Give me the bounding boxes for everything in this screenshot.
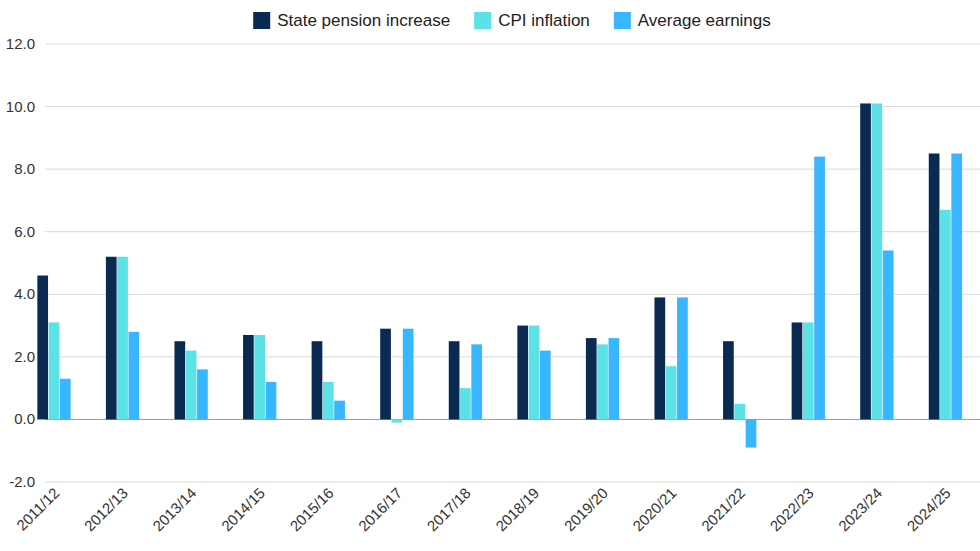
bars: [37, 103, 962, 447]
bar: [403, 329, 414, 420]
bar: [871, 103, 882, 419]
x-tick-label: 2013/14: [149, 484, 199, 534]
legend: State pension increase CPI inflation Avera…: [253, 11, 771, 30]
series: [60, 154, 962, 448]
x-tick-label: 2018/19: [492, 484, 542, 534]
y-tick-label: 4.0: [14, 285, 35, 302]
bar: [174, 341, 185, 419]
bar: [666, 366, 677, 419]
y-axis: -2.0 0.0 2.0 4.0 6.0 8.0 10.0 12.0: [6, 35, 35, 490]
bar: [266, 382, 277, 420]
bar: [186, 351, 197, 420]
y-tick-label: 2.0: [14, 348, 35, 365]
bar: [517, 326, 528, 420]
x-tick-label: 2017/18: [423, 484, 473, 534]
bar: [814, 157, 825, 420]
bar: [940, 210, 951, 420]
bar: [677, 297, 688, 419]
bar: [243, 335, 254, 419]
y-tick-label: 6.0: [14, 223, 35, 240]
bar: [529, 326, 540, 420]
bar: [654, 297, 665, 419]
bar: [597, 344, 608, 419]
bar: [792, 322, 803, 419]
bar: [117, 257, 128, 420]
x-tick-label: 2023/24: [835, 484, 885, 534]
x-tick-label: 2022/23: [766, 484, 816, 534]
bar: [449, 341, 460, 419]
bar: [323, 382, 334, 420]
x-tick-label: 2014/15: [218, 484, 268, 534]
grid-line: [45, 356, 980, 357]
legend-swatch: [253, 12, 270, 29]
grid-line: [45, 44, 980, 45]
bar: [380, 329, 391, 420]
bar: [129, 332, 140, 420]
y-tick-label: 8.0: [14, 160, 35, 177]
x-tick-label: 2012/13: [81, 484, 131, 534]
bar: [391, 419, 402, 422]
series: [37, 103, 939, 419]
bar: [37, 276, 48, 420]
bar: [803, 322, 814, 419]
grid-line: [45, 419, 980, 420]
legend-swatch: [474, 12, 491, 29]
y-tick-label: 12.0: [6, 35, 35, 52]
x-tick-label: 2016/17: [355, 484, 405, 534]
series: [49, 103, 951, 422]
bar: [460, 388, 471, 419]
bar: [334, 401, 345, 420]
bar: [951, 154, 962, 420]
bar: [929, 154, 940, 420]
grid-line: [45, 294, 980, 295]
bar: [860, 103, 871, 419]
chart: -2.0 0.0 2.0 4.0 6.0 8.0 10.0 12.0 2011/12 2012/1…: [0, 0, 980, 551]
x-tick-label: 2021/22: [698, 484, 748, 534]
x-tick-label: 2019/20: [561, 484, 611, 534]
x-tick-label: 2020/21: [629, 484, 679, 534]
bar: [49, 322, 60, 419]
bar: [586, 338, 597, 419]
grid-line: [45, 169, 980, 170]
x-tick-label: 2015/16: [286, 484, 336, 534]
bar: [883, 250, 894, 419]
x-tick-label: 2011/12: [13, 484, 63, 534]
grid: [45, 44, 980, 482]
legend-swatch: [614, 12, 631, 29]
x-tick-label: 2024/25: [903, 484, 953, 534]
bar: [60, 379, 71, 420]
bar: [312, 341, 323, 419]
y-tick-label: 0.0: [14, 410, 35, 427]
bar: [734, 404, 745, 420]
y-tick-label: 10.0: [6, 98, 35, 115]
grid-line: [45, 482, 980, 483]
bar: [254, 335, 265, 419]
legend-label: State pension increase: [277, 11, 450, 30]
bar: [471, 344, 482, 419]
bar: [197, 369, 208, 419]
legend-label: Average earnings: [638, 11, 771, 30]
bar: [746, 419, 757, 447]
bar: [723, 341, 734, 419]
y-tick-label: -2.0: [9, 473, 35, 490]
grid-line: [45, 231, 980, 232]
bar: [609, 338, 620, 419]
grid-line: [45, 106, 980, 107]
bar: [540, 351, 551, 420]
bar: [106, 257, 117, 420]
legend-label: CPI inflation: [498, 11, 590, 30]
x-axis: 2011/12 2012/13 2013/14 2014/15 2015/16 2016/…: [13, 484, 954, 534]
